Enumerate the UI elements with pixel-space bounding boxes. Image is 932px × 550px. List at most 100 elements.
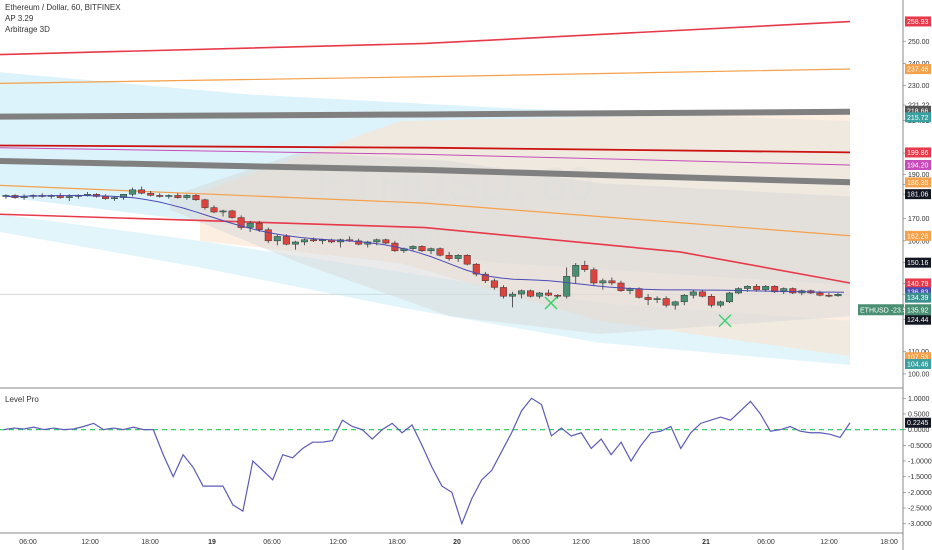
candle-body (255, 222, 263, 230)
time-tick-label: 19 (208, 539, 216, 546)
candle-body (816, 292, 824, 296)
candle (138, 186, 146, 195)
candle-body (156, 195, 164, 197)
candle-body (744, 286, 752, 289)
candle-body (726, 292, 733, 303)
candle-body (310, 239, 317, 242)
candle (436, 247, 444, 257)
candle (228, 209, 236, 219)
candle-body (644, 297, 652, 300)
moving-average-line (6, 194, 845, 293)
candle-body (563, 276, 571, 297)
candle (382, 238, 390, 245)
candle-body (165, 195, 173, 197)
red-top-line (0, 20, 851, 56)
candle-body (707, 296, 715, 306)
candle-body (436, 248, 444, 256)
candle-body (545, 292, 553, 296)
candle-body (355, 240, 363, 245)
candle (834, 292, 842, 297)
price-label-tag (905, 230, 931, 241)
candle-body (147, 192, 155, 196)
candle-body (762, 286, 770, 290)
candle (427, 247, 435, 255)
candle-body (174, 195, 182, 198)
signal-x-stroke (544, 296, 558, 310)
last-price-tag (858, 304, 904, 316)
price-label-tag (905, 359, 931, 370)
candle (653, 296, 661, 303)
candle-body (463, 255, 471, 265)
candle (409, 245, 417, 251)
candle-body (490, 280, 498, 288)
candle (210, 205, 218, 214)
candle-body (65, 196, 73, 198)
oscillator-line (3, 397, 851, 526)
indicator-ap: AP 3.29 (5, 14, 34, 23)
candle-body (282, 236, 290, 245)
candle (147, 190, 155, 197)
candle-body (554, 294, 562, 297)
price-label-tag (905, 314, 931, 325)
candle (581, 260, 589, 272)
price-label-tag (905, 105, 931, 116)
candle-body (834, 294, 842, 297)
price-label-text: 199.86 (907, 150, 929, 157)
price-label-text: 215.72 (907, 115, 929, 122)
candle (644, 294, 652, 306)
candle (219, 209, 227, 217)
price-label-tag (905, 189, 931, 200)
candle (518, 289, 525, 299)
price-label-tag (905, 16, 931, 27)
candle (300, 238, 308, 246)
candle (472, 263, 480, 277)
candle (536, 291, 544, 299)
candle (545, 289, 553, 297)
candle-body (228, 210, 236, 218)
gray-cloud (170, 152, 850, 334)
time-tick-label: 06:00 (19, 539, 37, 546)
price-label-tag (905, 147, 931, 158)
osc-tick-label: -1.5000 (908, 474, 932, 481)
lower-pane-title: Level Pro (5, 395, 39, 404)
osc-tick-label: -3.0000 (908, 521, 932, 528)
price-label-tag (905, 287, 931, 298)
candle (508, 291, 516, 308)
last-price-value-text: 135.92 (907, 307, 929, 314)
candle-body (635, 288, 643, 298)
candle-body (789, 288, 797, 294)
price-label-tag (905, 278, 931, 289)
candle (680, 294, 688, 306)
candle-body (291, 241, 299, 245)
candle-body (753, 286, 761, 290)
price-label-tag (905, 177, 931, 188)
candle (246, 220, 254, 232)
price-label-text: 194.20 (907, 163, 929, 170)
candle (237, 215, 245, 230)
symbol-title: Ethereum / Dollar, 60, BITFINEX (5, 3, 121, 12)
candle-body (111, 197, 118, 199)
candle-body (599, 280, 607, 284)
candle-body (273, 236, 281, 242)
candle (418, 245, 426, 252)
time-tick-label: 12:00 (81, 539, 99, 546)
last-price-tag-text: ETHUSD -23.54% (860, 307, 917, 314)
time-tick-label: 18:00 (141, 539, 159, 546)
candle (572, 263, 580, 283)
candle-body (499, 287, 507, 297)
price-label-tag (905, 112, 931, 123)
candle (481, 271, 489, 283)
candle (662, 296, 670, 308)
time-tick-label: 06:00 (757, 539, 775, 546)
candle-body (418, 246, 426, 252)
candle (789, 287, 797, 295)
candle-body (653, 298, 661, 300)
candle-body (246, 222, 254, 228)
gray-band-lower (0, 158, 851, 186)
candle-body (825, 294, 833, 297)
candle-body (662, 298, 670, 306)
candle (445, 251, 453, 261)
candle-body (518, 290, 525, 295)
price-label-tag (905, 257, 931, 268)
